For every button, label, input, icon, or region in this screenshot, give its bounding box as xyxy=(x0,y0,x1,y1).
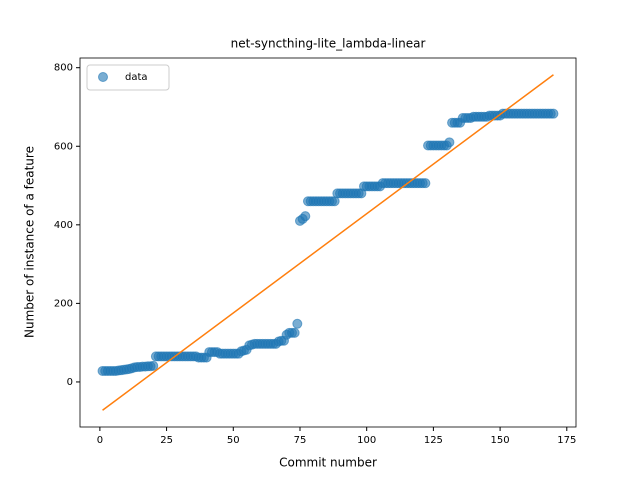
x-tick-label: 150 xyxy=(491,435,510,446)
data-point xyxy=(420,178,431,189)
data-point xyxy=(300,211,311,222)
x-tick-label: 0 xyxy=(97,435,103,446)
y-tick-label: 0 xyxy=(67,377,73,388)
fit-line xyxy=(102,74,554,411)
data-point xyxy=(292,318,303,329)
y-tick-label: 200 xyxy=(54,298,73,309)
legend-marker xyxy=(98,72,108,82)
x-tick-label: 125 xyxy=(424,435,443,446)
chart-title: net-syncthing-lite_lambda-linear xyxy=(231,37,426,51)
data-point xyxy=(148,360,159,371)
x-axis-label: Commit number xyxy=(279,456,377,470)
x-tick-label: 75 xyxy=(294,435,307,446)
y-tick-label: 400 xyxy=(54,220,73,231)
data-point xyxy=(548,108,559,119)
data-point xyxy=(444,137,455,148)
legend-box xyxy=(86,64,170,91)
x-tick-label: 175 xyxy=(557,435,576,446)
x-tick-label: 25 xyxy=(160,435,173,446)
axes-frame xyxy=(79,57,577,428)
y-tick-label: 800 xyxy=(54,63,73,74)
data-point xyxy=(289,327,300,338)
x-tick-label: 50 xyxy=(227,435,240,446)
legend-label: data xyxy=(125,72,148,83)
x-tick-label: 100 xyxy=(357,435,376,446)
y-axis-label: Number of instance of a feature xyxy=(23,146,37,338)
y-tick-label: 600 xyxy=(54,141,73,152)
